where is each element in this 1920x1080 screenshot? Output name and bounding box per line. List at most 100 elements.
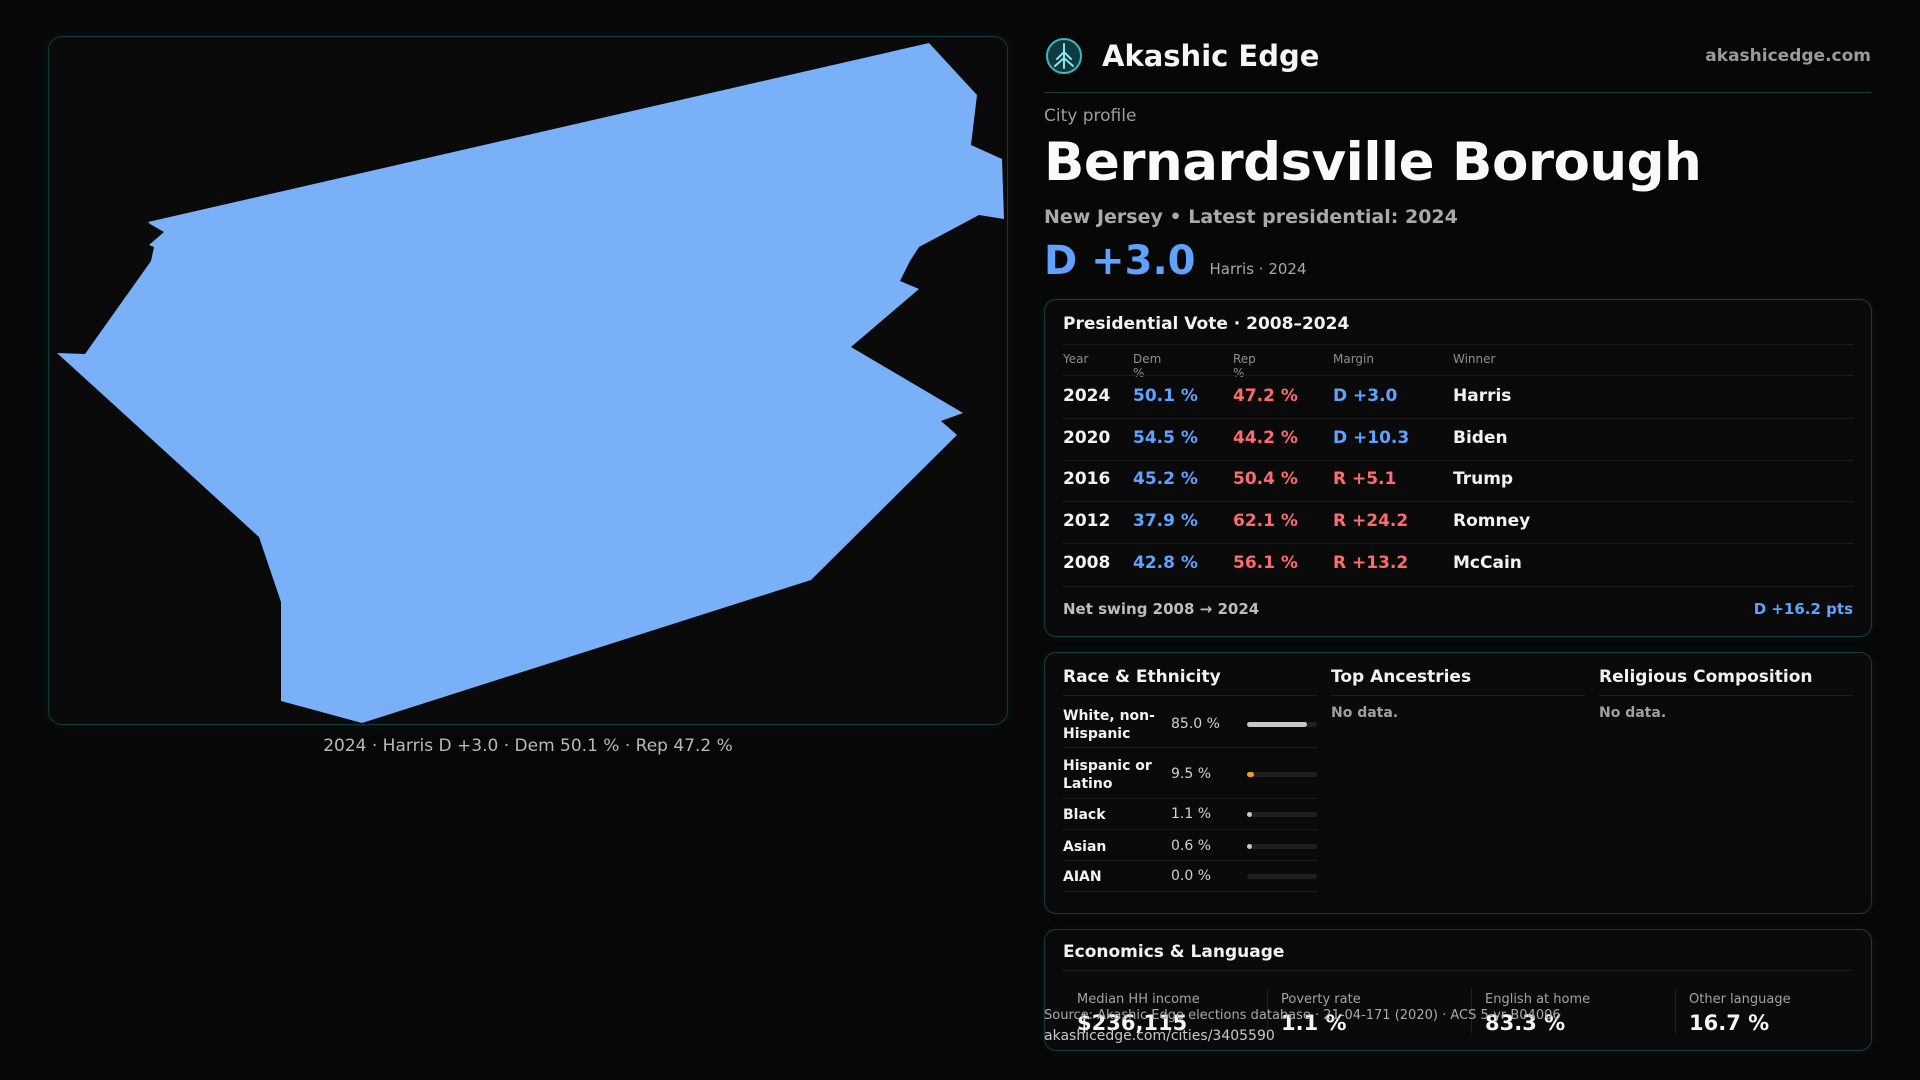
race-pct: 9.5 % (1171, 766, 1212, 782)
table-divider (1063, 501, 1853, 502)
column-header-rep: Rep % (1233, 352, 1256, 380)
brand-name: Akashic Edge (1102, 39, 1320, 73)
section-divider (1331, 695, 1585, 696)
source-footer: Source: Akashic Edge elections database … (1044, 1006, 1561, 1046)
list-item: AIAN 0.0 % (1063, 861, 1317, 892)
economics-language-title: Economics & Language (1063, 942, 1285, 962)
cell-year: 2024 (1063, 386, 1111, 406)
race-pct: 85.0 % (1171, 716, 1220, 732)
municipal-boundary-shape[interactable] (57, 43, 1004, 723)
column-header-winner: Winner (1453, 352, 1496, 366)
race-bar-fill (1247, 812, 1252, 817)
table-row[interactable]: 2012 37.9 % 62.1 % R +24.2 Romney (1063, 501, 1853, 543)
stat-label: Poverty rate (1281, 992, 1361, 1007)
map-caption: 2024 · Harris D +3.0 · Dem 50.1 % · Rep … (323, 736, 733, 756)
stat-median-income: Median HH income $236,115 (1077, 992, 1200, 1035)
latest-margin-caption: Harris · 2024 (1209, 260, 1307, 278)
table-divider (1063, 543, 1853, 544)
net-swing: Net swing 2008 → 2024 D +16.2 pts (1063, 600, 1853, 618)
cell-year: 2012 (1063, 511, 1111, 531)
cell-winner: Biden (1453, 428, 1508, 448)
stat-divider (1267, 988, 1268, 1034)
stat-poverty-rate: Poverty rate 1.1 % (1281, 992, 1361, 1035)
column-header-dem: Dem % (1133, 352, 1162, 380)
table-divider (1063, 460, 1853, 461)
presidential-vote-title: Presidential Vote · 2008–2024 (1063, 314, 1350, 334)
race-ethnicity-section: Race & Ethnicity White, non-Hispanic 85.… (1063, 667, 1317, 906)
economics-language-card: Economics & Language Median HH income $2… (1044, 929, 1872, 1051)
cell-rep: 50.4 % (1233, 469, 1298, 489)
stat-label: Median HH income (1077, 992, 1200, 1007)
race-label: Black (1063, 807, 1106, 823)
page-title: Bernardsville Borough (1044, 132, 1702, 193)
cell-dem: 37.9 % (1133, 511, 1198, 531)
list-item: Hispanic or Latino 9.5 % (1063, 748, 1317, 799)
race-label: Asian (1063, 839, 1107, 855)
cell-dem: 45.2 % (1133, 469, 1198, 489)
stat-value: 1.1 % (1281, 1011, 1347, 1035)
table-row[interactable]: 2016 45.2 % 50.4 % R +5.1 Trump (1063, 459, 1853, 501)
cell-winner: Romney (1453, 511, 1531, 531)
race-list: White, non-Hispanic 85.0 % Hispanic or L… (1063, 696, 1317, 906)
list-item: Asian 0.6 % (1063, 830, 1317, 861)
race-bar-track (1247, 772, 1317, 777)
cell-dem: 42.8 % (1133, 553, 1198, 573)
cell-dem: 50.1 % (1133, 386, 1198, 406)
tree-icon (1046, 38, 1082, 74)
table-divider (1063, 375, 1853, 376)
header-divider (1044, 92, 1871, 93)
section-divider (1599, 695, 1853, 696)
card-divider (1063, 970, 1853, 971)
table-divider (1063, 418, 1853, 419)
race-pct: 0.0 % (1171, 868, 1212, 884)
demographics-card: Race & Ethnicity White, non-Hispanic 85.… (1044, 652, 1872, 914)
section-divider (1063, 695, 1317, 696)
cell-margin: R +13.2 (1333, 553, 1409, 573)
cell-rep: 62.1 % (1233, 511, 1298, 531)
race-label: Hispanic or Latino (1063, 758, 1152, 792)
cell-margin: R +24.2 (1333, 511, 1409, 531)
table-row[interactable]: 2008 42.8 % 56.1 % R +13.2 McCain (1063, 543, 1853, 585)
cell-year: 2008 (1063, 553, 1111, 573)
table-divider (1063, 586, 1853, 587)
stat-value: 83.3 % (1485, 1011, 1566, 1035)
cell-year: 2020 (1063, 428, 1111, 448)
net-swing-label: Net swing 2008 → 2024 (1063, 600, 1260, 618)
stat-other-language: Other language 16.7 % (1689, 992, 1791, 1035)
cell-dem: 54.5 % (1133, 428, 1198, 448)
race-bar-track (1247, 722, 1317, 727)
stat-divider (1471, 988, 1472, 1034)
latest-margin: D +3.0 Harris · 2024 (1044, 238, 1307, 284)
table-row[interactable]: 2020 54.5 % 44.2 % D +10.3 Biden (1063, 418, 1853, 460)
cell-rep: 56.1 % (1233, 553, 1298, 573)
brand-url-link[interactable]: akashicedge.com (1705, 46, 1871, 66)
net-swing-value: D +16.2 pts (1753, 600, 1853, 618)
race-bar-track (1247, 812, 1317, 817)
stat-value: 16.7 % (1689, 1011, 1770, 1035)
stat-english-at-home: English at home 83.3 % (1485, 992, 1590, 1035)
card-divider (1063, 344, 1853, 345)
column-header-margin: Margin (1333, 352, 1374, 366)
race-pct: 0.6 % (1171, 838, 1212, 854)
table-row[interactable]: 2024 50.1 % 47.2 % D +3.0 Harris (1063, 376, 1853, 418)
stat-value: $236,115 (1077, 1011, 1188, 1035)
stat-label: Other language (1689, 992, 1791, 1007)
cell-margin: R +5.1 (1333, 469, 1397, 489)
brand[interactable]: Akashic Edge (1044, 36, 1319, 76)
source-line: Source: Akashic Edge elections database … (1044, 1008, 1561, 1023)
stat-label: English at home (1485, 992, 1591, 1007)
religious-composition-section: Religious Composition No data. (1599, 667, 1853, 721)
page-subtitle: New Jersey • Latest presidential: 2024 (1044, 206, 1458, 228)
cell-winner: Harris (1453, 386, 1512, 406)
cell-winner: Trump (1453, 469, 1514, 489)
map-panel[interactable] (48, 36, 1008, 725)
race-pct: 1.1 % (1171, 806, 1212, 822)
race-bar-track (1247, 844, 1317, 849)
race-bar-fill (1247, 722, 1307, 727)
top-ancestries-title: Top Ancestries (1331, 667, 1472, 687)
race-label: White, non-Hispanic (1063, 708, 1155, 742)
page-eyebrow: City profile (1044, 106, 1137, 126)
ancestries-empty-state: No data. (1331, 705, 1399, 721)
source-url-link[interactable]: akashicedge.com/cities/3405590 (1044, 1028, 1275, 1044)
cell-year: 2016 (1063, 469, 1111, 489)
